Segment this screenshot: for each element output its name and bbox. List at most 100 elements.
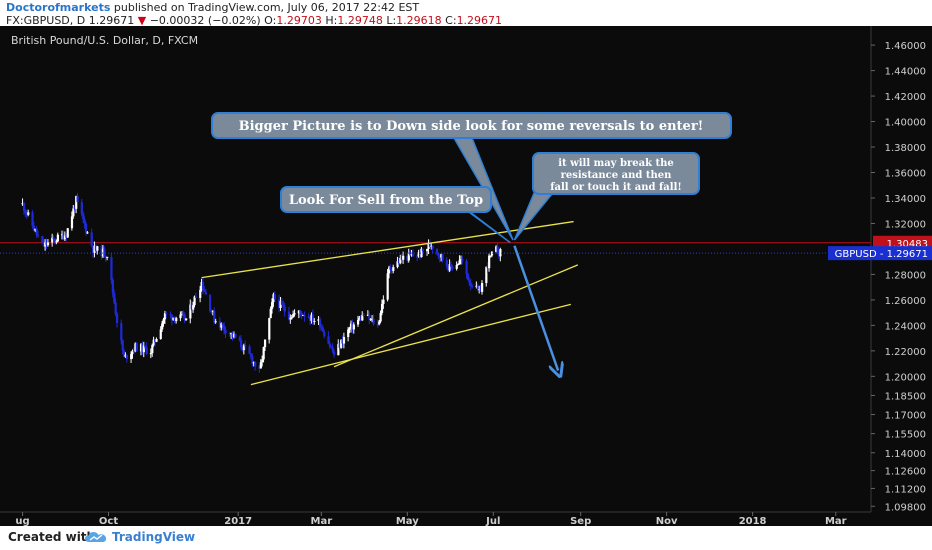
candle-body bbox=[220, 323, 223, 328]
candle-body bbox=[469, 282, 472, 286]
candle-body bbox=[204, 291, 207, 295]
trendlines[interactable] bbox=[201, 220, 579, 386]
x-tick-label: ug bbox=[15, 516, 29, 526]
candle-body bbox=[249, 353, 253, 357]
y-tick-label: 1.26000 bbox=[885, 296, 926, 307]
candle-body bbox=[34, 228, 37, 231]
last-price-label: GBPUSD - 1.29671 bbox=[835, 249, 928, 260]
candle-body bbox=[94, 245, 98, 251]
candle-body bbox=[131, 350, 134, 355]
candle-body bbox=[362, 315, 365, 317]
candle-body bbox=[254, 362, 257, 367]
candle-body bbox=[134, 343, 137, 352]
candle-body bbox=[348, 328, 351, 330]
candle-body bbox=[451, 266, 454, 269]
candle-body bbox=[21, 203, 24, 205]
ohlc-info: FX:GBPUSD, D 1.29671 ▼ −0.00032 (−0.02%)… bbox=[6, 14, 502, 27]
candle-body bbox=[135, 343, 138, 352]
candle-body bbox=[62, 234, 65, 240]
trendline bbox=[201, 220, 574, 279]
candle-body bbox=[272, 294, 275, 303]
y-tick-label: 1.15500 bbox=[885, 430, 926, 441]
candle-body bbox=[341, 339, 344, 344]
callout-sell-top[interactable]: Look For Sell from the Top bbox=[280, 186, 492, 213]
candle-body bbox=[223, 325, 226, 330]
candle-body bbox=[349, 323, 353, 329]
candle-body bbox=[397, 261, 401, 264]
candle-body bbox=[273, 294, 277, 300]
candle-body bbox=[203, 289, 206, 292]
candle-body bbox=[386, 273, 389, 300]
candle-body bbox=[208, 294, 212, 311]
candle-body bbox=[35, 228, 38, 235]
candle-body bbox=[100, 246, 103, 257]
price-chart[interactable]: 1.46000 1.44000 1.42000 1.40000 1.38000 1.360… bbox=[0, 26, 932, 527]
candle-body bbox=[56, 234, 59, 242]
candle-body bbox=[328, 343, 331, 347]
y-tick-label: 1.09800 bbox=[885, 502, 926, 513]
candle-body bbox=[410, 254, 413, 256]
candle-body bbox=[406, 255, 409, 261]
candle-body bbox=[165, 313, 168, 315]
candle-body bbox=[210, 310, 213, 313]
candle-body bbox=[169, 314, 172, 316]
candle-body bbox=[22, 203, 26, 211]
candle-body bbox=[224, 329, 227, 334]
candle-body bbox=[466, 273, 470, 281]
candle-body bbox=[495, 246, 498, 252]
candle-body bbox=[132, 350, 136, 352]
y-tick-label: 1.28000 bbox=[885, 270, 926, 281]
candle-body bbox=[380, 303, 384, 313]
candle-body bbox=[46, 242, 50, 246]
candle-body bbox=[37, 234, 40, 237]
candle-body bbox=[199, 289, 202, 298]
candle-body bbox=[293, 313, 296, 315]
candle-body bbox=[457, 264, 460, 266]
trendline bbox=[250, 303, 571, 386]
down-arrow-annotation[interactable] bbox=[513, 245, 558, 371]
candle-body bbox=[376, 324, 379, 326]
candle-body bbox=[44, 242, 47, 247]
chart-background bbox=[0, 26, 932, 526]
price-change: −0.00032 (−0.02%) bbox=[149, 14, 261, 27]
candle-body bbox=[486, 266, 489, 269]
candle-body bbox=[42, 243, 45, 247]
candle-body bbox=[369, 318, 372, 320]
candle-body bbox=[93, 245, 96, 254]
candle-body bbox=[162, 319, 165, 324]
candle-body bbox=[321, 327, 324, 332]
candle-body bbox=[499, 249, 502, 257]
candle-body bbox=[221, 323, 224, 326]
y-tick-label: 1.17000 bbox=[885, 411, 926, 422]
callout-break-resistance[interactable]: it will may break the resistance and the… bbox=[532, 152, 700, 195]
candle-body bbox=[356, 320, 360, 325]
callout-bigger-picture[interactable]: Bigger Picture is to Down side look for … bbox=[211, 112, 732, 139]
candle-body bbox=[248, 346, 251, 354]
y-tick-label: 1.46000 bbox=[885, 41, 926, 52]
candle-body bbox=[121, 340, 124, 351]
tradingview-brand[interactable]: TradingView bbox=[112, 530, 196, 544]
candle-body bbox=[289, 317, 292, 320]
candle-body bbox=[90, 232, 93, 246]
author-link[interactable]: Doctorofmarkets bbox=[6, 1, 111, 14]
candle-body bbox=[282, 304, 285, 307]
callout-sell-top-text: Look For Sell from the Top bbox=[289, 193, 483, 208]
candle-body bbox=[459, 259, 463, 261]
candle-body bbox=[73, 208, 76, 210]
candle-body bbox=[244, 345, 247, 347]
candle-body bbox=[333, 351, 336, 356]
candle-body bbox=[302, 315, 305, 317]
candle-body bbox=[152, 339, 155, 346]
y-axis-panel[interactable] bbox=[871, 26, 932, 526]
candle-body bbox=[192, 305, 195, 310]
y-tick-label: 1.40000 bbox=[885, 118, 926, 129]
candle-body bbox=[342, 336, 346, 344]
candle-body bbox=[488, 255, 491, 269]
chart-area[interactable]: 1.46000 1.44000 1.42000 1.40000 1.38000 1.360… bbox=[0, 26, 932, 527]
candle-body bbox=[201, 282, 205, 290]
candle-body bbox=[242, 345, 246, 351]
created-with-label: Created with bbox=[8, 530, 96, 544]
candle-body bbox=[455, 265, 458, 269]
candle-body bbox=[402, 255, 405, 260]
candle-body bbox=[96, 246, 99, 251]
